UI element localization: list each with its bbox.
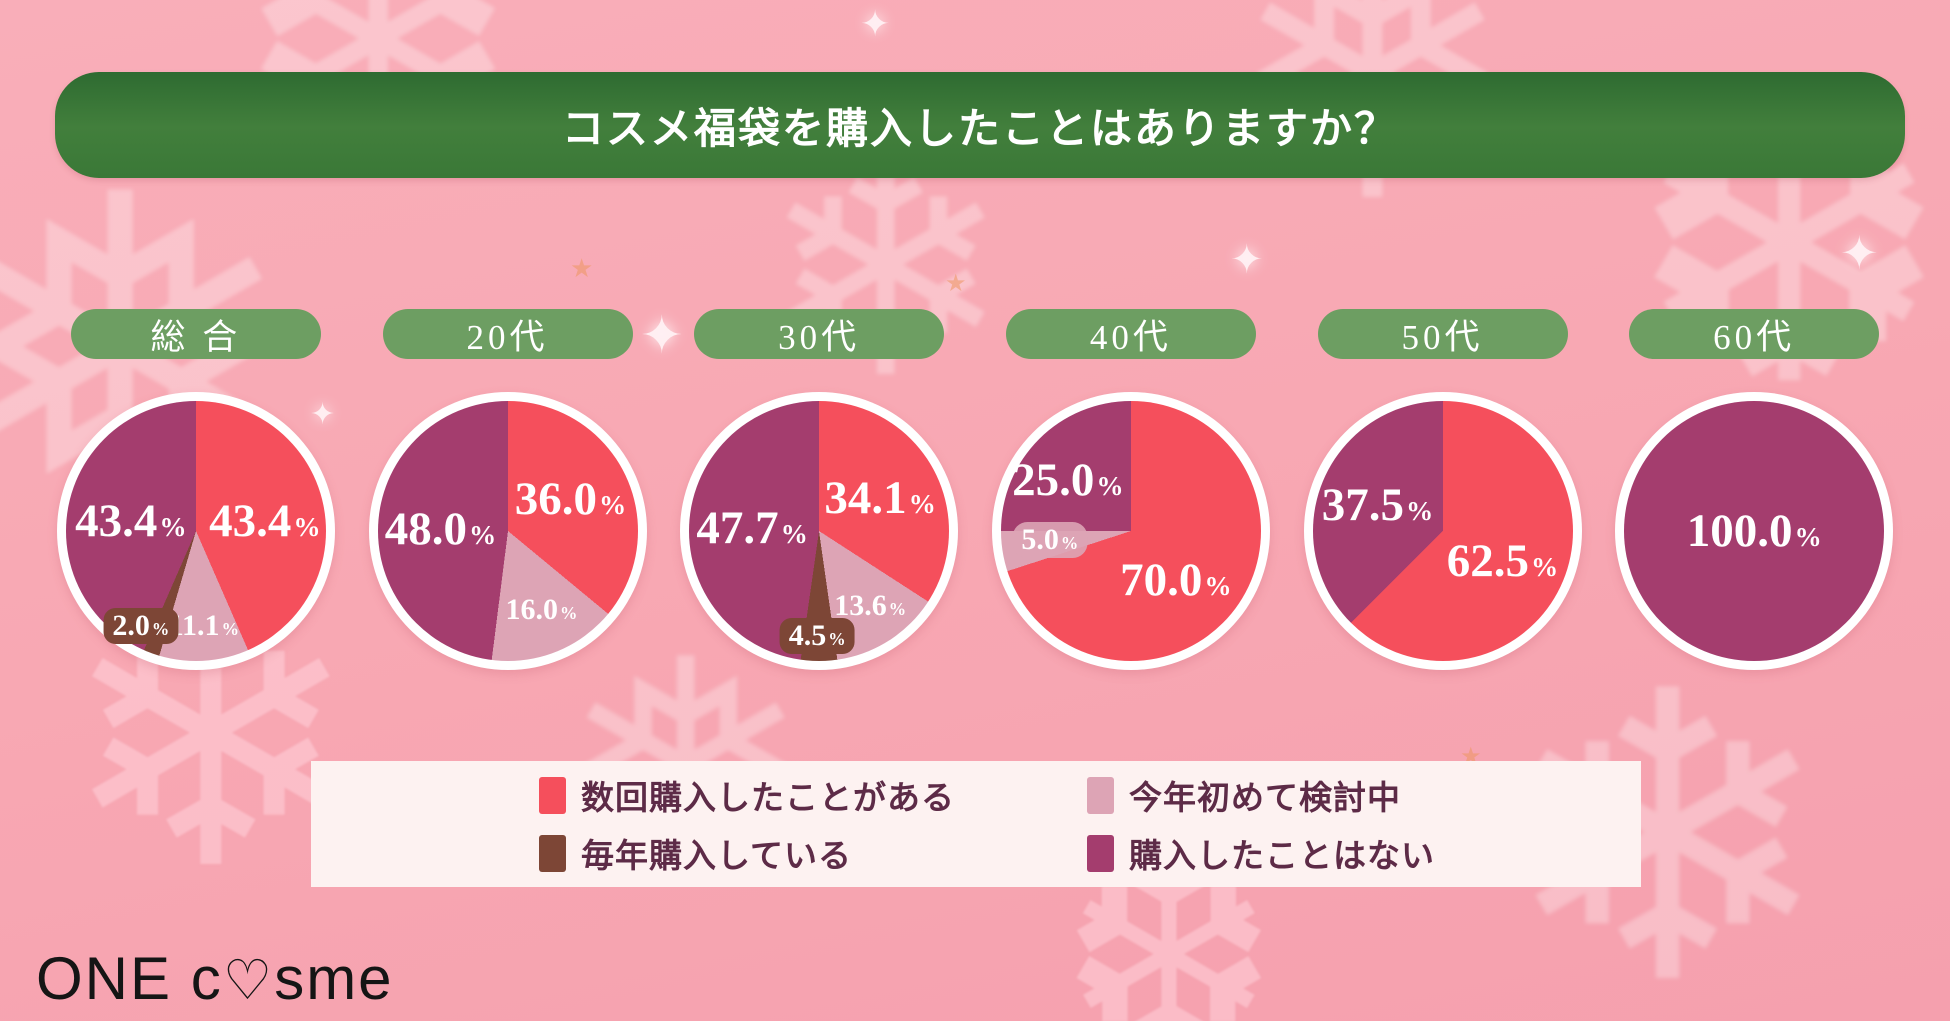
sparkle-icon: ✦	[1230, 238, 1264, 282]
pie-column-60s: 60代 100.0%	[1598, 309, 1910, 670]
pie-column-overall: 総 合 43.4% 11.1% 2.0% 43.4%	[40, 309, 352, 670]
legend-swatch-red	[539, 776, 566, 814]
pie-value-label: 5.0%	[1012, 522, 1088, 558]
legend-swatch-purple	[1087, 834, 1114, 872]
pie-slices-60s	[1624, 401, 1885, 661]
pie-value-label: 70.0%	[1120, 554, 1232, 606]
sparkle-icon: ✦	[860, 3, 891, 44]
pie-value-label: 25.0%	[1012, 454, 1124, 506]
legend-swatch-brown	[539, 834, 566, 872]
legend-item: 毎年購入している	[539, 829, 1087, 877]
pie-value-label: 48.0%	[384, 503, 497, 555]
group-pill-50s: 50代	[1317, 309, 1568, 359]
brand-logo: ONE c♡sme	[36, 944, 394, 1013]
pie-value-label: 36.0%	[514, 473, 627, 525]
pie-chart-overall: 43.4% 11.1% 2.0% 43.4%	[56, 392, 335, 670]
group-pill-overall: 総 合	[70, 309, 321, 359]
heart-icon: ♡	[222, 949, 275, 1011]
pie-chart-30s: 34.1% 13.6% 4.5% 47.7%	[680, 392, 959, 670]
pie-charts-row: 総 合 43.4% 11.1% 2.0% 43.4% 20代 36.0% 16.0% 48.0%…	[40, 309, 1910, 670]
group-pill-20s: 20代	[382, 309, 633, 359]
star-icon: ★	[570, 253, 594, 283]
pie-value-label: 16.0%	[505, 593, 578, 626]
pie-chart-40s: 70.0% 5.0% 25.0%	[991, 392, 1270, 670]
pie-value-label: 62.5%	[1446, 535, 1559, 587]
question-title: コスメ福袋を購入したことはありますか？	[561, 104, 1398, 152]
pie-value-label: 2.0%	[103, 608, 179, 644]
legend-item-label: 今年初めて検討中	[1129, 779, 1401, 816]
pie-value-label: 100.0%	[1686, 505, 1822, 557]
pie-value-label: 11.1%	[168, 609, 239, 642]
pie-slices-20s	[377, 401, 638, 661]
legend-item-label: 購入したことはない	[1129, 837, 1435, 874]
pie-column-40s: 40代 70.0% 5.0% 25.0%	[975, 309, 1287, 670]
pie-value-label: 37.5%	[1321, 479, 1434, 531]
pie-value-label: 47.7%	[696, 502, 808, 554]
pie-column-20s: 20代 36.0% 16.0% 48.0%	[352, 309, 664, 670]
pie-slices-50s	[1312, 401, 1573, 661]
legend-item-label: 数回購入したことがある	[581, 779, 955, 816]
pie-column-30s: 30代 34.1% 13.6% 4.5% 47.7%	[663, 309, 975, 670]
question-banner: コスメ福袋を購入したことはありますか？	[55, 72, 1905, 178]
logo-text-post: sme	[274, 945, 394, 1012]
pie-value-label: 43.4%	[209, 495, 321, 547]
legend-swatch-light_pink	[1087, 776, 1114, 814]
pie-chart-20s: 36.0% 16.0% 48.0%	[368, 392, 647, 670]
group-pill-30s: 30代	[694, 309, 945, 359]
group-pill-40s: 40代	[1005, 309, 1256, 359]
pie-chart-60s: 100.0%	[1615, 392, 1894, 670]
pie-chart-50s: 62.5% 37.5%	[1303, 392, 1582, 670]
pie-value-label: 13.6%	[834, 589, 907, 622]
pie-column-50s: 50代 62.5% 37.5%	[1287, 309, 1599, 670]
pie-value-label: 4.5%	[779, 618, 855, 654]
group-pill-60s: 60代	[1629, 309, 1880, 359]
legend: 数回購入したことがある 今年初めて検討中毎年購入している 購入したことはない	[311, 761, 1641, 887]
pie-value-label: 34.1%	[824, 472, 936, 524]
star-icon: ★	[945, 270, 967, 297]
legend-item: 購入したことはない	[1087, 829, 1641, 877]
pie-slices-30s	[689, 401, 950, 661]
legend-item: 数回購入したことがある	[539, 771, 1087, 819]
logo-text-pre: ONE c	[36, 945, 223, 1012]
sparkle-icon: ✦	[1840, 227, 1879, 279]
legend-item: 今年初めて検討中	[1087, 771, 1641, 819]
legend-item-label: 毎年購入している	[581, 837, 853, 874]
pie-value-label: 43.4%	[75, 495, 187, 547]
